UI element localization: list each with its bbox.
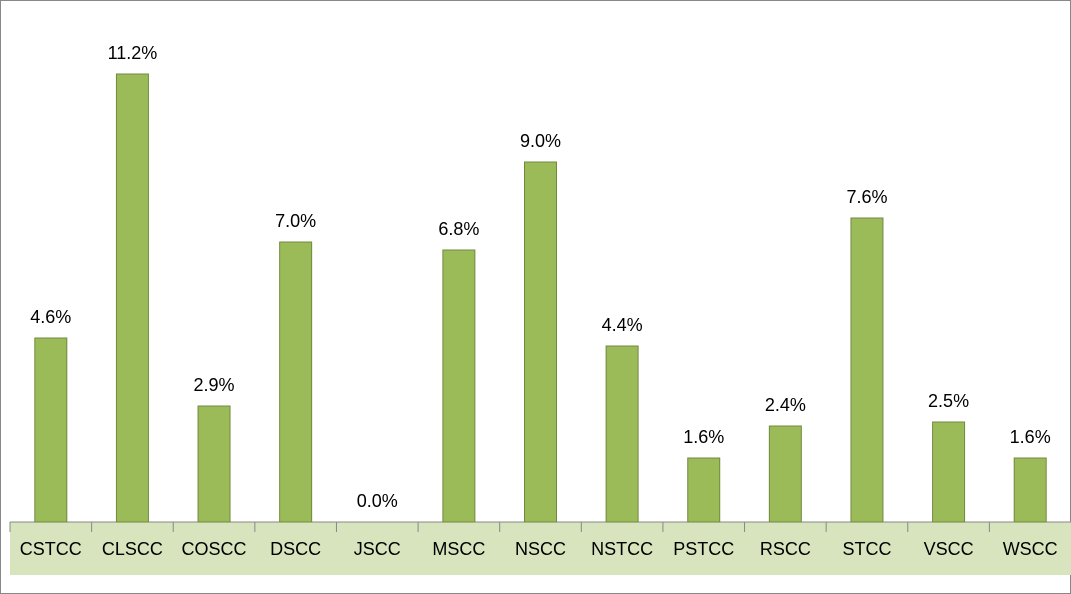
data-label: 11.2% (108, 43, 158, 63)
x-tick-label: RSCC (760, 539, 811, 559)
x-tick-label: STCC (842, 539, 891, 559)
data-label: 9.0% (520, 131, 561, 151)
x-tick-label: CSTCC (20, 539, 82, 559)
bar (605, 345, 639, 523)
x-tick-label: MSCC (432, 539, 485, 559)
data-label: 1.6% (1010, 427, 1051, 447)
data-label: 0.0% (357, 491, 398, 511)
x-tick-label: NSTCC (591, 539, 653, 559)
x-tick-label: NSCC (515, 539, 566, 559)
x-tick-label: WSCC (1003, 539, 1058, 559)
x-tick-label: PSTCC (673, 539, 734, 559)
bar (197, 405, 231, 523)
x-tick-label: CLSCC (102, 539, 163, 559)
data-label: 7.0% (275, 211, 316, 231)
data-label: 4.6% (30, 307, 71, 327)
category-band (10, 522, 1071, 575)
bar (524, 161, 557, 523)
data-label: 1.6% (683, 427, 724, 447)
bar (279, 241, 313, 523)
bar (932, 421, 966, 523)
x-tick-label: DSCC (270, 539, 321, 559)
bar (34, 337, 68, 523)
bar (442, 249, 476, 523)
data-label: 6.8% (438, 219, 479, 239)
x-tick-label: COSCC (182, 539, 247, 559)
bar (687, 457, 721, 523)
x-tick-label: JSCC (354, 539, 401, 559)
data-label: 2.4% (765, 395, 806, 415)
data-label: 4.4% (602, 315, 643, 335)
bar (1013, 457, 1047, 523)
x-tick-label: VSCC (924, 539, 974, 559)
data-label: 2.9% (194, 375, 235, 395)
bar (850, 217, 884, 523)
data-label: 7.6% (846, 187, 887, 207)
bar (115, 73, 149, 523)
data-label: 2.5% (928, 391, 969, 411)
bar (768, 425, 802, 523)
